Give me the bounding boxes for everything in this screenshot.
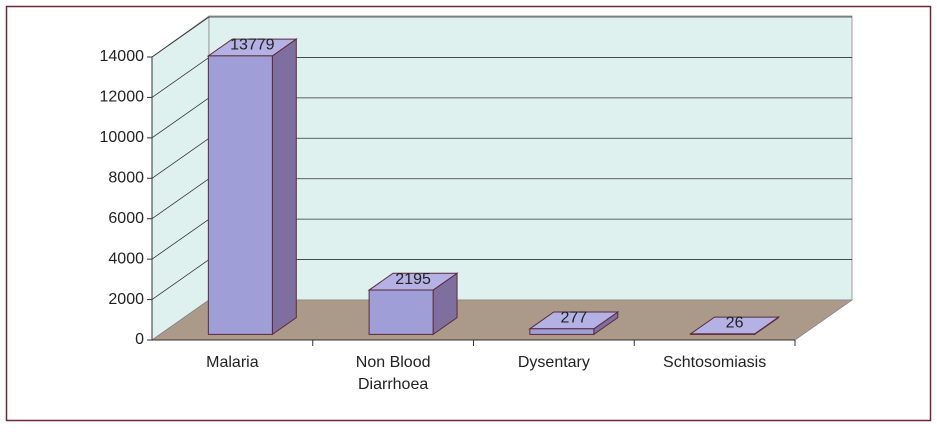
- y-tick-label: 4000: [108, 250, 144, 267]
- back-wall: [208, 15, 853, 301]
- grid-line: [151, 178, 210, 220]
- x-tick-label: Non Blood Diarrhoea: [355, 354, 431, 393]
- x-tick-label: Dysentary: [517, 354, 590, 371]
- x-tick-label-box: Dysentary: [517, 354, 590, 371]
- bar-side: [271, 38, 297, 336]
- side-wall: [151, 15, 210, 341]
- y-tick-label: 12000: [100, 89, 145, 106]
- value-label: 13779: [230, 37, 275, 54]
- grid-line: [151, 218, 210, 260]
- y-tick-label: 6000: [108, 210, 144, 227]
- x-tick-label-box: Non Blood Diarrhoea: [355, 354, 431, 393]
- grid-line: [151, 16, 210, 58]
- bar: [367, 272, 459, 336]
- x-tick-label: Schtosomiasis: [663, 354, 767, 371]
- x-tick-label-box: Schtosomiasis: [663, 354, 767, 371]
- value-label: 26: [726, 315, 744, 332]
- value-label: 277: [560, 310, 587, 327]
- grid-line: [151, 259, 210, 300]
- y-tick-label: 2000: [108, 291, 144, 308]
- grid-line: [151, 97, 210, 139]
- bar: [689, 316, 781, 336]
- value-label: 2195: [395, 271, 431, 288]
- bar: [206, 38, 298, 336]
- x-tick-label-box: Malaria: [206, 354, 259, 371]
- bar: [528, 311, 620, 336]
- bar-front: [690, 333, 756, 335]
- y-tick-label: 10000: [100, 129, 145, 146]
- bar-front: [529, 328, 595, 335]
- bar-front: [368, 289, 434, 335]
- y-tick-label: 8000: [108, 170, 144, 187]
- bar-front: [207, 55, 273, 335]
- y-tick-label: 0: [135, 331, 144, 348]
- y-tick-label: 14000: [100, 48, 145, 65]
- grid-line: [151, 57, 210, 98]
- x-tick-label: Malaria: [206, 354, 259, 371]
- grid-line: [151, 137, 210, 179]
